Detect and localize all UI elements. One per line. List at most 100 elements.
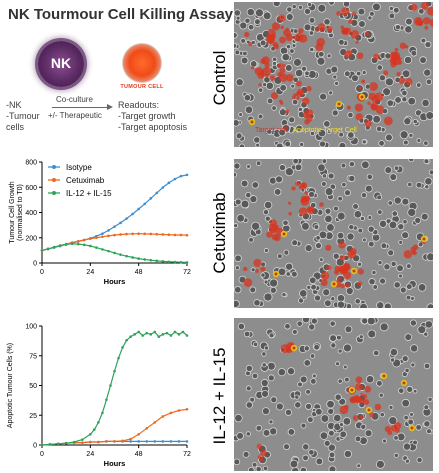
target-cell bbox=[340, 25, 345, 30]
cell-core bbox=[328, 408, 334, 415]
target-cell bbox=[413, 17, 423, 26]
target-cell bbox=[420, 2, 429, 10]
target-cell bbox=[410, 3, 418, 11]
cell-core bbox=[426, 429, 432, 434]
cell-core bbox=[402, 372, 407, 377]
target-cell bbox=[296, 80, 302, 87]
cell-core bbox=[301, 66, 307, 71]
data-point bbox=[101, 232, 104, 236]
panel-label-il12-il15: IL-12 + IL-15 bbox=[210, 347, 229, 445]
cell-core bbox=[410, 296, 414, 301]
cell-core bbox=[316, 458, 323, 465]
cell-core bbox=[337, 212, 345, 220]
target-cell bbox=[315, 43, 324, 52]
cell-core bbox=[361, 424, 366, 430]
cell-core bbox=[357, 262, 362, 267]
data-point bbox=[185, 408, 189, 411]
cell-core bbox=[305, 71, 309, 76]
cell-core bbox=[305, 244, 312, 252]
cell-core bbox=[234, 43, 237, 48]
cell-core bbox=[355, 436, 361, 442]
target-cell bbox=[373, 53, 380, 60]
cell-core bbox=[234, 163, 240, 169]
y-tick-label: 400 bbox=[25, 210, 37, 217]
data-point bbox=[179, 233, 183, 237]
data-point bbox=[119, 253, 122, 256]
cell-core bbox=[297, 321, 303, 327]
data-point bbox=[149, 197, 153, 200]
legend-apoptotic-cell: Apoptotic Target Cell bbox=[292, 127, 357, 134]
data-point bbox=[161, 260, 165, 263]
cell-core bbox=[376, 460, 385, 468]
cell-core bbox=[234, 300, 239, 308]
cell-core bbox=[267, 98, 273, 104]
cell-core bbox=[245, 106, 253, 114]
data-point bbox=[155, 232, 159, 236]
tumour-cell-label: TUMOUR CELL bbox=[120, 84, 164, 90]
cell-core bbox=[310, 47, 314, 52]
x-tick-label: 48 bbox=[135, 269, 143, 276]
cell-core bbox=[263, 429, 270, 436]
cell-core bbox=[256, 161, 261, 166]
data-point bbox=[145, 440, 149, 443]
cell-core bbox=[280, 84, 287, 91]
cell-core bbox=[308, 70, 316, 79]
cell-core bbox=[287, 7, 292, 12]
cell-core bbox=[309, 277, 316, 284]
cell-core bbox=[389, 6, 394, 11]
cell-core bbox=[241, 200, 249, 208]
cell-core bbox=[366, 375, 374, 383]
cell-core bbox=[379, 278, 386, 284]
target-cell bbox=[304, 195, 311, 202]
cell-core bbox=[425, 41, 431, 48]
cell-core bbox=[343, 2, 350, 7]
data-point bbox=[107, 229, 110, 232]
cell-core bbox=[343, 365, 347, 369]
cell-core bbox=[299, 142, 304, 147]
cell-core bbox=[402, 90, 407, 96]
cell-core bbox=[319, 258, 323, 262]
cell-core bbox=[404, 415, 409, 420]
cell-core bbox=[361, 161, 369, 169]
cell-core bbox=[307, 2, 312, 7]
cell-core bbox=[393, 7, 399, 13]
target-cell bbox=[426, 6, 433, 16]
data-point bbox=[143, 232, 147, 236]
target-cell bbox=[344, 50, 352, 59]
data-point bbox=[181, 330, 185, 334]
target-cell bbox=[297, 88, 305, 96]
cell-core bbox=[328, 173, 334, 179]
cell-core bbox=[389, 405, 393, 409]
cell-core bbox=[424, 159, 429, 164]
cell-core bbox=[283, 220, 288, 226]
data-point bbox=[89, 440, 92, 444]
cell-core bbox=[276, 403, 283, 410]
cell-core bbox=[395, 24, 401, 30]
data-point bbox=[149, 232, 153, 236]
cell-core bbox=[372, 270, 376, 275]
cell-core bbox=[407, 386, 413, 393]
cell-core bbox=[265, 216, 271, 221]
cell-core bbox=[284, 250, 289, 255]
cell-core bbox=[312, 374, 316, 378]
cell-core bbox=[425, 321, 433, 328]
cell-core bbox=[394, 435, 398, 440]
data-point bbox=[82, 243, 86, 247]
cell-core bbox=[416, 83, 421, 87]
cell-core bbox=[255, 9, 264, 17]
apoptotic-cell-core bbox=[410, 426, 414, 430]
cell-core bbox=[277, 254, 282, 259]
cell-core bbox=[408, 419, 414, 425]
cell-core bbox=[403, 219, 407, 224]
cell-core bbox=[360, 216, 365, 221]
target-cell bbox=[355, 40, 359, 44]
cell-core bbox=[234, 10, 241, 16]
cell-core bbox=[276, 143, 283, 147]
data-point bbox=[167, 181, 171, 185]
target-cell bbox=[262, 66, 272, 76]
target-cell bbox=[341, 7, 350, 16]
cell-core bbox=[398, 223, 404, 230]
cell-core bbox=[251, 222, 260, 230]
cell-core bbox=[239, 144, 245, 147]
cell-core bbox=[236, 133, 242, 139]
